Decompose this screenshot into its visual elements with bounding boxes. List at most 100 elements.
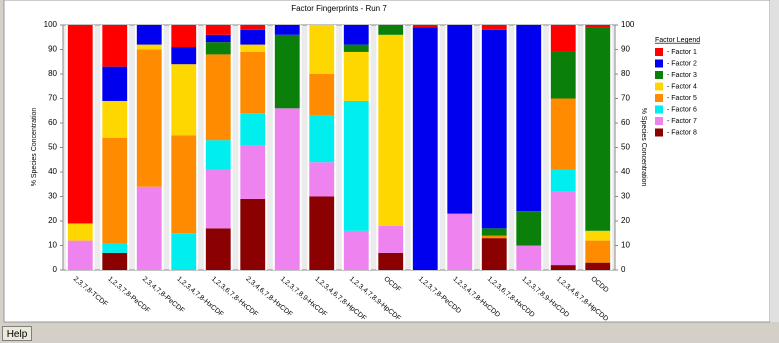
bar-segment bbox=[343, 100, 369, 231]
bar-segment bbox=[102, 252, 128, 270]
bar-segment bbox=[240, 51, 266, 114]
bar-segment bbox=[585, 240, 611, 263]
bar-segment bbox=[481, 238, 507, 270]
legend-label: - Factor 1 bbox=[667, 49, 697, 56]
bar-segment bbox=[102, 66, 128, 101]
bar-segment bbox=[171, 233, 197, 270]
y-tick-label: 40 bbox=[48, 167, 57, 176]
bar-segment bbox=[550, 265, 576, 270]
bar-segment bbox=[412, 27, 438, 271]
bar-segment bbox=[447, 213, 473, 270]
bar-segment bbox=[309, 162, 335, 197]
bar-segment bbox=[240, 145, 266, 199]
bar-segment bbox=[171, 25, 197, 48]
bar-segment bbox=[171, 64, 197, 136]
bar-segment bbox=[412, 25, 438, 28]
y2-tick-label: 10 bbox=[621, 241, 630, 250]
legend-swatch bbox=[655, 59, 663, 68]
bar-segment bbox=[240, 44, 266, 52]
bar-segment bbox=[378, 252, 404, 270]
y-axis-label: % Species Concentration bbox=[31, 108, 38, 187]
bar-segment bbox=[274, 25, 300, 35]
legend-swatch bbox=[655, 71, 663, 79]
bar-segment bbox=[309, 74, 335, 116]
y2-tick-label: 30 bbox=[621, 192, 630, 201]
bar-segment bbox=[205, 42, 231, 55]
y2-tick-label: 80 bbox=[621, 69, 630, 78]
bar-segment bbox=[274, 34, 300, 109]
bar-segment bbox=[102, 25, 128, 67]
bar-segment bbox=[516, 25, 542, 212]
bar-segment bbox=[481, 29, 507, 229]
y-tick-label: 100 bbox=[44, 20, 58, 29]
bar-segment bbox=[171, 135, 197, 234]
legend-swatch bbox=[655, 117, 663, 125]
legend-swatch bbox=[655, 48, 663, 56]
y-tick-label: 70 bbox=[48, 94, 57, 103]
legend-label: - Factor 4 bbox=[667, 83, 697, 90]
y2-tick-label: 60 bbox=[621, 118, 630, 127]
bar-segment bbox=[205, 140, 231, 170]
bar-segment bbox=[378, 34, 404, 226]
bar-segment bbox=[136, 49, 162, 187]
bar-segment bbox=[67, 223, 93, 241]
bar-segment bbox=[343, 230, 369, 270]
bar-segment bbox=[67, 25, 93, 224]
y-tick-label: 0 bbox=[53, 265, 58, 274]
y-tick-label: 60 bbox=[48, 118, 57, 127]
bar-segment bbox=[378, 225, 404, 253]
help-button[interactable]: Help bbox=[2, 326, 32, 341]
legend-swatch bbox=[655, 128, 663, 137]
legend-label: - Factor 5 bbox=[667, 95, 697, 102]
bar-segment bbox=[550, 169, 576, 192]
bar-segment bbox=[343, 51, 369, 101]
y2-tick-label: 100 bbox=[621, 20, 635, 29]
bar-segment bbox=[274, 108, 300, 270]
bar-segment bbox=[136, 25, 162, 45]
bar-segment bbox=[343, 25, 369, 45]
bar-segment bbox=[240, 25, 266, 30]
bar-segment bbox=[447, 25, 473, 214]
bar-segment bbox=[585, 230, 611, 241]
y-tick-label: 20 bbox=[48, 216, 57, 225]
legend-swatch bbox=[655, 94, 663, 102]
bar-segment bbox=[481, 235, 507, 239]
y2-tick-label: 0 bbox=[621, 265, 626, 274]
bar-segment bbox=[585, 27, 611, 231]
bar-segment bbox=[240, 198, 266, 270]
bar-segment bbox=[67, 240, 93, 270]
bar-segment bbox=[516, 211, 542, 246]
legend-label: - Factor 8 bbox=[667, 129, 697, 136]
bar-segment bbox=[550, 191, 576, 266]
legend-label: - Factor 7 bbox=[667, 118, 697, 125]
bar-segment bbox=[481, 25, 507, 30]
y2-axis-label: % Species Concentration bbox=[640, 108, 647, 187]
bar-segment bbox=[171, 47, 197, 65]
legend-swatch bbox=[655, 105, 663, 114]
y-tick-label: 90 bbox=[48, 45, 57, 54]
bar-segment bbox=[343, 44, 369, 52]
bar-segment bbox=[240, 29, 266, 45]
chart-title: Factor Fingerprints - Run 7 bbox=[291, 4, 387, 13]
bar-segment bbox=[309, 115, 335, 163]
bar-segment bbox=[205, 228, 231, 270]
bar-segment bbox=[240, 113, 266, 146]
y2-tick-label: 50 bbox=[621, 143, 630, 152]
bar-segment bbox=[378, 25, 404, 35]
bar-segment bbox=[550, 51, 576, 99]
legend-label: - Factor 3 bbox=[667, 72, 697, 79]
legend-title: Factor Legend bbox=[655, 37, 700, 44]
scrollbar bbox=[770, 0, 779, 322]
y-tick-label: 80 bbox=[48, 69, 57, 78]
y2-tick-label: 20 bbox=[621, 216, 630, 225]
bar-segment bbox=[516, 245, 542, 270]
legend-swatch bbox=[655, 82, 663, 91]
chart: Factor Fingerprints - Run 7 % Species Co… bbox=[3, 0, 779, 323]
bar-segment bbox=[205, 34, 231, 43]
y-tick-label: 50 bbox=[48, 143, 57, 152]
legend-label: - Factor 2 bbox=[667, 60, 697, 67]
bar-segment bbox=[205, 54, 231, 141]
bar-segment bbox=[102, 137, 128, 244]
bar-segment bbox=[309, 25, 335, 74]
